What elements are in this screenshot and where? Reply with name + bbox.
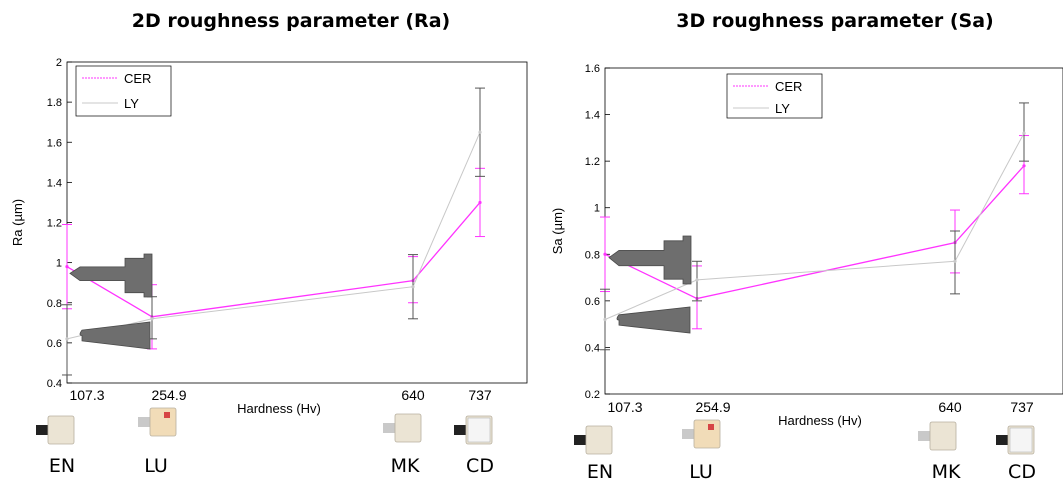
legend-label: LY <box>124 96 139 111</box>
y-tick-label: 1.8 <box>47 97 62 109</box>
y-tick-label: 1.4 <box>47 177 62 189</box>
chart-title: 3D roughness parameter (Sa) <box>676 10 993 32</box>
x-tick-label: 640 <box>401 387 425 403</box>
y-tick-label: 1 <box>56 258 62 270</box>
x-tick-label: 254.9 <box>695 399 730 415</box>
block-body <box>929 421 957 451</box>
legend-label: CER <box>775 79 802 94</box>
series-line <box>66 202 481 318</box>
block-body <box>47 415 75 445</box>
block-body <box>693 419 721 449</box>
material-label: LU <box>689 461 713 483</box>
material-block-image <box>138 407 177 437</box>
block-stem <box>383 423 397 433</box>
material-block-image <box>574 425 613 455</box>
block-stem <box>454 425 468 435</box>
block-stem <box>996 435 1010 445</box>
data-point <box>478 130 482 134</box>
material-label: CD <box>1008 461 1036 483</box>
material-block-image <box>918 421 957 451</box>
material-label: EN <box>587 461 613 483</box>
data-point <box>65 337 69 341</box>
y-tick-label: 0.8 <box>585 249 600 261</box>
block-body <box>149 407 177 437</box>
material-block-image <box>454 415 493 445</box>
block-stem <box>138 417 152 427</box>
y-axis-label: Ra (µm) <box>10 199 25 246</box>
block-label-area <box>1009 427 1033 453</box>
block-stem <box>682 429 696 439</box>
block-body <box>585 425 613 455</box>
y-tick-label: 2 <box>56 57 62 69</box>
x-tick-label: 737 <box>468 387 492 403</box>
legend-box <box>726 73 823 119</box>
data-point <box>695 278 699 282</box>
x-tick-label: 640 <box>938 399 962 415</box>
data-point <box>478 200 482 205</box>
block-label-area <box>467 417 491 443</box>
data-point <box>603 252 607 256</box>
material-label: EN <box>49 455 75 477</box>
y-axis-label: Sa (µm) <box>550 208 565 255</box>
material-block-image <box>682 419 721 449</box>
series-line <box>66 132 481 340</box>
milling-tool-icon <box>69 253 153 298</box>
legend-box <box>75 65 172 117</box>
y-tick-label: 1.4 <box>585 110 600 122</box>
material-label: CD <box>466 455 494 477</box>
legend-label: CER <box>124 71 151 86</box>
y-tick-label: 1.6 <box>585 63 600 75</box>
block-mark <box>708 424 714 430</box>
y-tick-label: 0.2 <box>585 389 600 401</box>
material-label: MK <box>391 455 420 477</box>
y-tick-label: 0.8 <box>47 298 62 310</box>
data-point <box>150 317 154 321</box>
material-block-image <box>36 415 75 445</box>
y-tick-label: 1.2 <box>585 156 600 168</box>
block-stem <box>36 425 50 435</box>
plot-frame <box>604 67 1063 395</box>
data-point <box>1022 131 1026 135</box>
material-block-image <box>383 413 422 443</box>
data-point <box>411 285 415 289</box>
cone-tool-icon <box>616 306 691 334</box>
y-tick-label: 1.2 <box>47 218 62 230</box>
x-tick-label: 254.9 <box>151 387 186 403</box>
material-label: LU <box>144 455 168 477</box>
x-axis-label: Hardness (Hv) <box>237 401 321 416</box>
y-tick-label: 0.6 <box>585 296 600 308</box>
milling-tool-icon <box>608 235 692 285</box>
x-tick-label: 107.3 <box>607 399 642 415</box>
y-tick-label: 0.4 <box>585 342 600 354</box>
y-tick-label: 1 <box>594 203 600 215</box>
block-stem <box>918 431 932 441</box>
chart-title: 2D roughness parameter (Ra) <box>132 10 450 32</box>
cone-tool-icon <box>79 321 151 350</box>
data-point <box>603 317 607 322</box>
data-point <box>953 259 957 263</box>
material-block-image <box>996 425 1035 455</box>
x-tick-label: 737 <box>1010 399 1034 415</box>
legend-label: LY <box>775 101 790 116</box>
y-tick-label: 0.6 <box>47 338 62 350</box>
x-tick-label: 107.3 <box>69 387 104 403</box>
data-point <box>65 265 69 269</box>
x-axis-label: Hardness (Hv) <box>778 413 862 428</box>
block-body <box>394 413 422 443</box>
y-tick-label: 1.6 <box>47 137 62 149</box>
y-tick-label: 0.4 <box>47 378 62 390</box>
series-line <box>604 132 1025 320</box>
data-point <box>1022 164 1026 168</box>
block-stem <box>574 435 588 445</box>
block-mark <box>164 412 170 418</box>
material-label: MK <box>932 461 961 483</box>
